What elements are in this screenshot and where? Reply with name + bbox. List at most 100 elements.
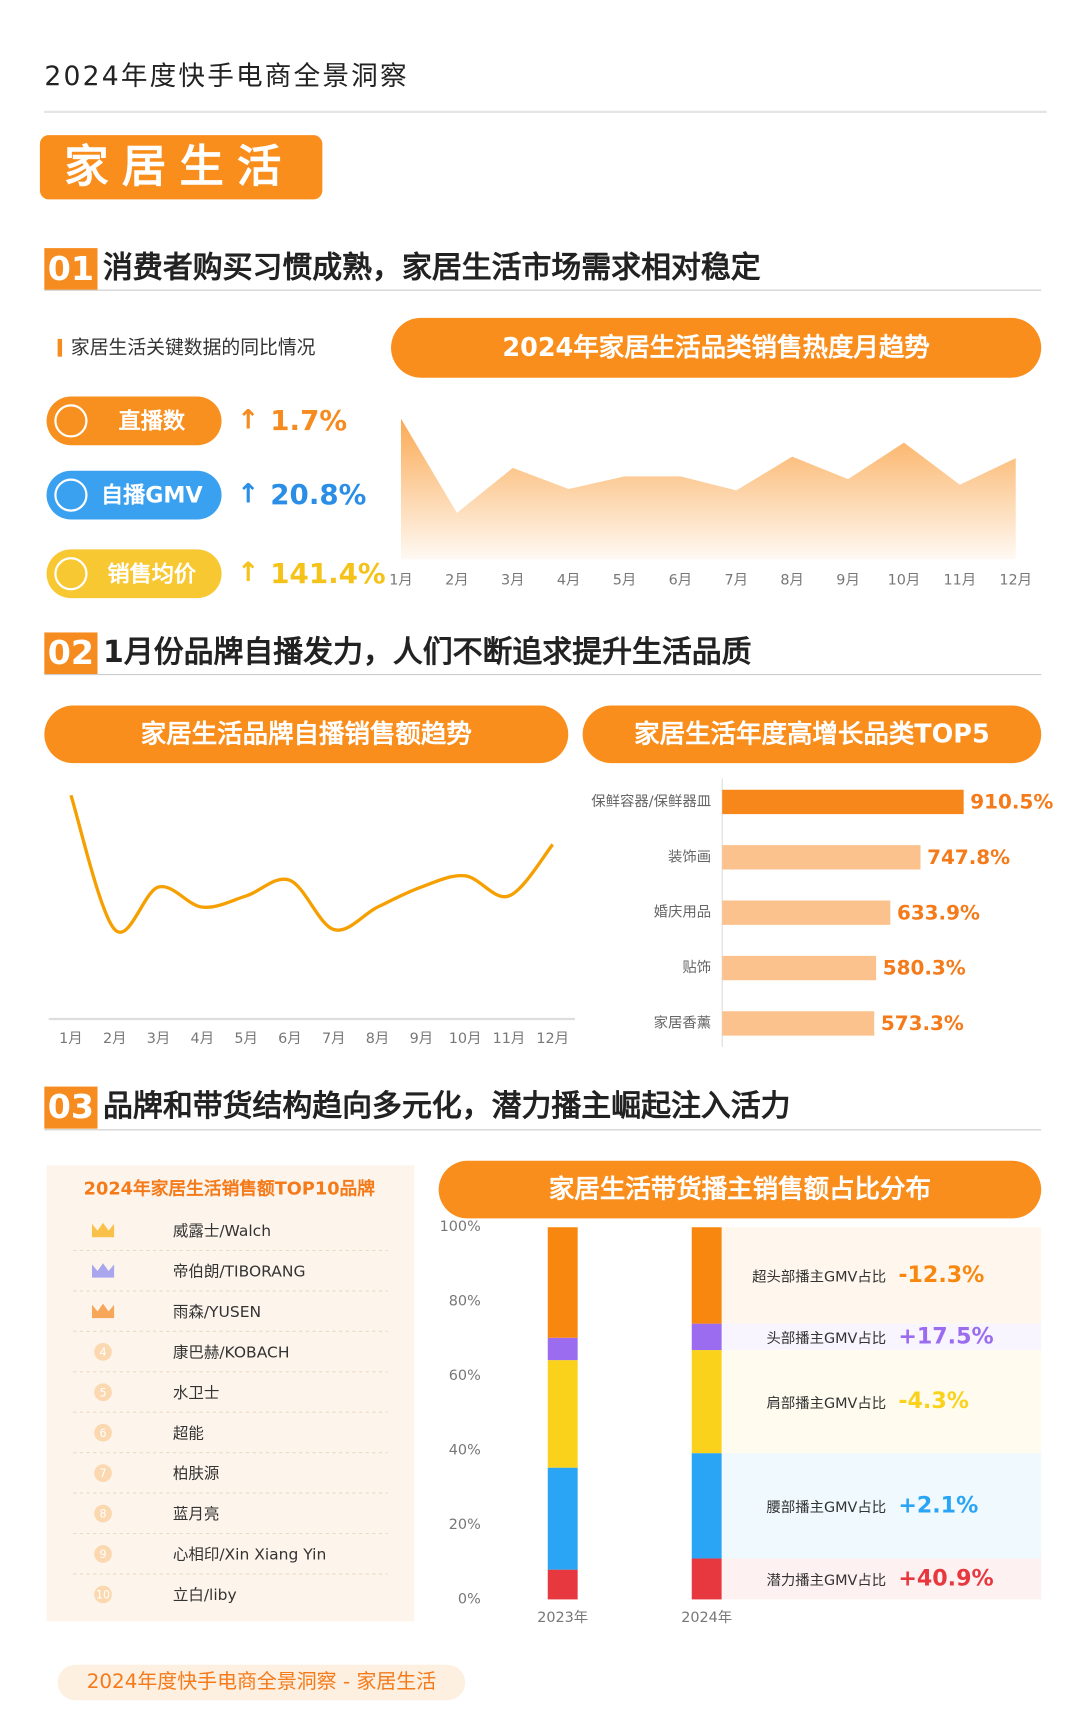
area — [400, 418, 1016, 560]
x-tick-label: 11月 — [944, 572, 977, 588]
section-num-bg — [44, 248, 98, 291]
bar-segment — [691, 1350, 722, 1454]
x-tick-label: 3月 — [501, 572, 525, 588]
page-title: 2024年度快手电商全景洞察 — [44, 61, 408, 92]
x-tick-label: 2月 — [445, 572, 469, 588]
y-tick-label: 婚庆用品 — [654, 904, 712, 921]
x-tick-label: 2月 — [103, 1031, 127, 1047]
crown — [91, 1263, 115, 1278]
bar — [722, 900, 891, 925]
x-tick-label: 11月 — [493, 1031, 526, 1047]
rank: 6 — [100, 1427, 107, 1440]
y-tick-label: 100% — [440, 1219, 481, 1235]
metric-icon — [54, 557, 88, 591]
section-heading: 消费者购买习惯成熟，家居生活市场需求相对稳定 — [103, 251, 761, 286]
section-number: 03 — [48, 1087, 94, 1126]
chart-title-bg — [438, 1160, 1042, 1219]
section-num-bg — [44, 1086, 98, 1129]
brand: 心相印/Xin Xiang Yin — [173, 1546, 326, 1564]
brand: 柏肤源 — [173, 1465, 220, 1483]
legend-change: +17.5% — [898, 1323, 993, 1349]
rank: 10 — [96, 1589, 110, 1602]
brand: 康巴赫/KOBACH — [173, 1343, 290, 1361]
x-tick-label: 12月 — [536, 1031, 569, 1047]
crown — [91, 1303, 115, 1319]
x-tick-label: 7月 — [725, 572, 749, 588]
rank-badge — [94, 1423, 112, 1442]
bar — [722, 955, 877, 981]
y-tick-label: 贴饰 — [682, 959, 711, 976]
x-tick-label: 12月 — [999, 572, 1032, 588]
ranking-title: 2024年家居生活销售额TOP10品牌 — [84, 1178, 376, 1200]
value-label: 580.3% — [883, 957, 966, 980]
rank-badge — [94, 1504, 112, 1523]
x-tick-label: 6月 — [669, 572, 693, 588]
y-tick-label: 家居香薰 — [654, 1014, 712, 1031]
bar-segment — [691, 1558, 722, 1600]
legend-change: -12.3% — [898, 1262, 984, 1288]
y-tick-label: 20% — [449, 1517, 481, 1533]
x-tick-label: 10月 — [888, 572, 921, 588]
brand: 雨森/YUSEN — [173, 1303, 261, 1321]
x-tick-label: 8月 — [366, 1031, 390, 1047]
bar-segment — [691, 1453, 722, 1559]
rank: 7 — [100, 1467, 107, 1480]
x-tick-label: 2024年 — [681, 1609, 732, 1626]
chart-title: 2024年家居生活品类销售热度月趋势 — [502, 333, 929, 363]
y-tick-label: 0% — [458, 1591, 481, 1607]
legend-strip — [722, 1453, 1042, 1559]
metric-change: 20.8% — [270, 478, 366, 511]
section-number: 01 — [48, 249, 94, 288]
x-tick-label: 2023年 — [537, 1609, 588, 1626]
chart-title-bg — [44, 705, 569, 764]
rank-badge — [94, 1545, 112, 1563]
x-tick-label: 10月 — [449, 1031, 482, 1047]
key-data-title: 家居生活关键数据的同比情况 — [71, 336, 316, 358]
x-tick-label: 6月 — [278, 1031, 302, 1047]
x-tick-label: 1月 — [389, 572, 413, 588]
section-head: 01 消费者购买习惯成熟，家居生活市场需求相对稳定 — [44, 248, 1042, 291]
rank: 9 — [100, 1548, 107, 1561]
crown — [91, 1222, 115, 1238]
value-label: 910.5% — [970, 791, 1053, 814]
value-label: 747.8% — [927, 846, 1010, 869]
chart-title: 家居生活年度高增长品类TOP5 — [634, 719, 990, 749]
brand: 立白/liby — [173, 1586, 237, 1604]
accent — [57, 338, 63, 357]
rank-badge — [94, 1464, 112, 1482]
chart-title: 家居生活带货播主销售额占比分布 — [549, 1175, 931, 1205]
tag-bg — [39, 135, 323, 200]
y-tick-label: 40% — [449, 1443, 481, 1459]
metric-icon — [54, 478, 88, 512]
bar — [722, 845, 921, 870]
section-heading: 品牌和带货结构趋向多元化，潜力播主崛起注入活力 — [103, 1089, 790, 1124]
y-tick-label: 装饰画 — [668, 848, 711, 865]
chart-title: 家居生活品牌自播销售额趋势 — [141, 719, 472, 749]
section-heading: 1月份品牌自播发力，人们不断追求提升生活品质 — [103, 635, 752, 670]
legend-label: 超头部播主GMV占比 — [752, 1269, 886, 1286]
metric-name: 销售均价 — [107, 561, 196, 587]
x-tick-label: 7月 — [322, 1031, 346, 1047]
bar-segment — [547, 1569, 578, 1600]
x-tick-label: 5月 — [234, 1031, 258, 1047]
legend-change: -4.3% — [898, 1388, 969, 1414]
metric-change: 1.7% — [270, 404, 347, 437]
rank-badge — [94, 1383, 112, 1402]
x-tick-label: 8月 — [780, 572, 804, 588]
bar — [722, 789, 964, 815]
value-label: 573.3% — [881, 1012, 964, 1035]
tag: 家居生活 — [64, 141, 294, 192]
x-tick-label: 4月 — [557, 572, 581, 588]
legend-strip — [722, 1323, 1042, 1351]
x-tick-label: 9月 — [836, 572, 860, 588]
section-num-bg — [44, 632, 98, 675]
bar-segment — [547, 1227, 578, 1338]
arrow: ↑ — [237, 479, 259, 510]
brand: 水卫士 — [173, 1384, 220, 1402]
x-tick-label: 5月 — [613, 572, 637, 588]
metric-name: 自播GMV — [101, 483, 203, 509]
bar-segment — [691, 1227, 722, 1324]
legend-strip — [722, 1350, 1042, 1454]
legend-label: 潜力播主GMV占比 — [766, 1572, 886, 1589]
